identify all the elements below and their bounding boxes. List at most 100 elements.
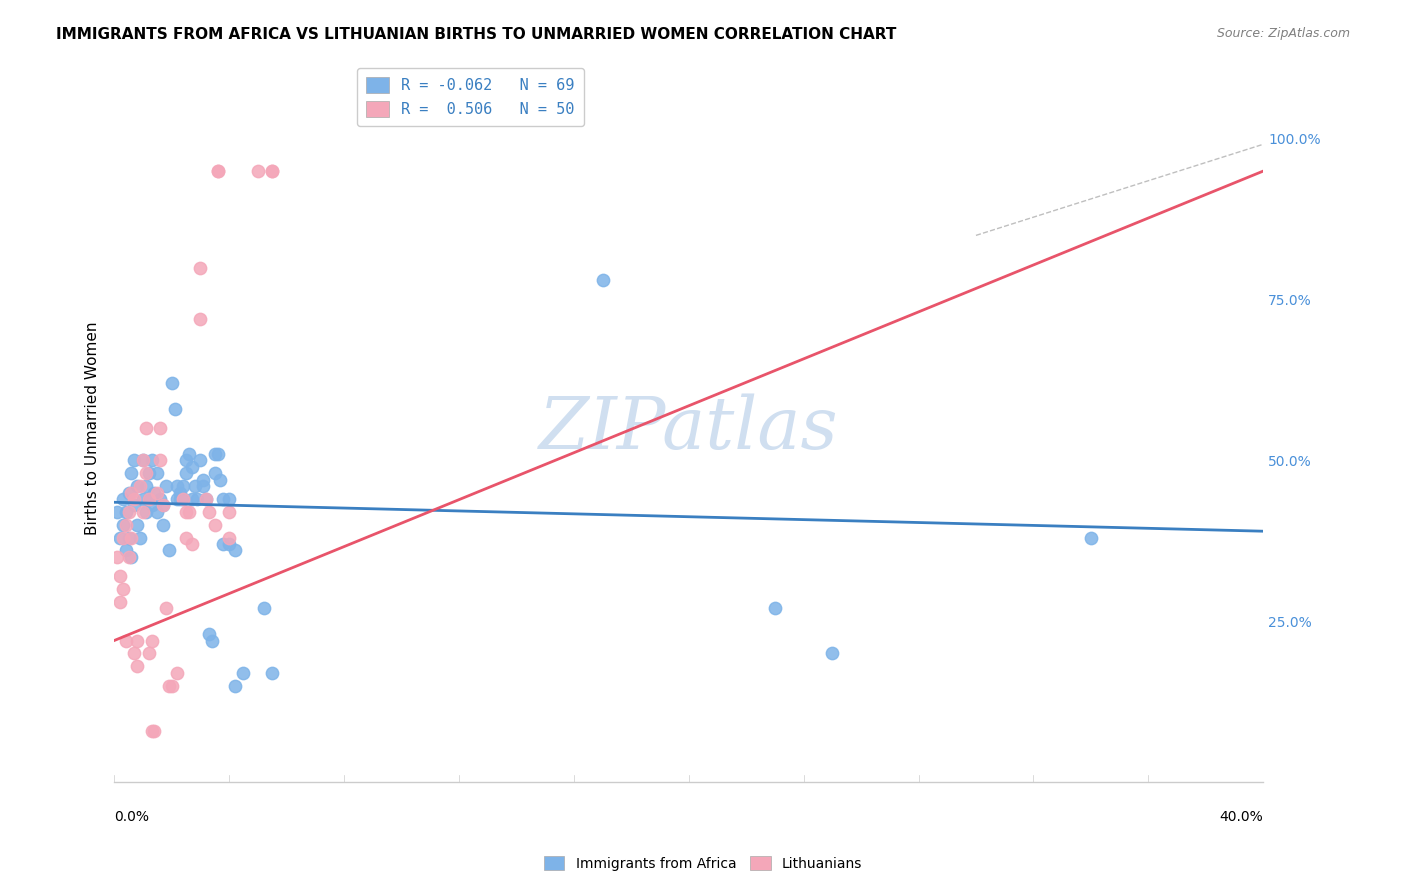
Point bbox=[224, 543, 246, 558]
Point bbox=[141, 453, 163, 467]
Text: 40.0%: 40.0% bbox=[1219, 810, 1263, 824]
Legend: R = -0.062   N = 69, R =  0.506   N = 50: R = -0.062 N = 69, R = 0.506 N = 50 bbox=[357, 68, 583, 126]
Point bbox=[132, 505, 155, 519]
Point bbox=[108, 595, 131, 609]
Point bbox=[193, 479, 215, 493]
Point bbox=[186, 491, 208, 506]
Point bbox=[212, 491, 235, 506]
Point bbox=[135, 421, 157, 435]
Point bbox=[152, 499, 174, 513]
Point bbox=[155, 479, 177, 493]
Point bbox=[207, 164, 229, 178]
Point bbox=[193, 473, 215, 487]
Point bbox=[180, 459, 202, 474]
Point bbox=[157, 543, 180, 558]
Y-axis label: Births to Unmarried Women: Births to Unmarried Women bbox=[86, 321, 100, 535]
Point bbox=[135, 467, 157, 481]
Point bbox=[132, 453, 155, 467]
Point bbox=[160, 679, 183, 693]
Point bbox=[177, 505, 200, 519]
Point bbox=[132, 491, 155, 506]
Point bbox=[124, 499, 146, 513]
Point bbox=[195, 491, 218, 506]
Point bbox=[174, 453, 197, 467]
Point bbox=[252, 601, 274, 615]
Point bbox=[204, 467, 226, 481]
Point bbox=[155, 601, 177, 615]
Point bbox=[172, 491, 194, 506]
Point bbox=[204, 447, 226, 461]
Point bbox=[138, 647, 160, 661]
Point bbox=[166, 665, 188, 680]
Point bbox=[117, 531, 139, 545]
Text: ZIPatlas: ZIPatlas bbox=[538, 393, 838, 464]
Point bbox=[127, 479, 149, 493]
Point bbox=[212, 537, 235, 551]
Point bbox=[143, 485, 166, 500]
Point bbox=[218, 491, 240, 506]
Text: 0.0%: 0.0% bbox=[114, 810, 149, 824]
Point bbox=[120, 467, 142, 481]
Point bbox=[149, 421, 172, 435]
Point bbox=[262, 164, 284, 178]
Point bbox=[172, 479, 194, 493]
Point bbox=[166, 479, 188, 493]
Point bbox=[157, 679, 180, 693]
Point bbox=[143, 723, 166, 738]
Point bbox=[114, 505, 136, 519]
Point bbox=[763, 601, 786, 615]
Point bbox=[117, 505, 139, 519]
Point bbox=[174, 505, 197, 519]
Point bbox=[114, 517, 136, 532]
Point bbox=[172, 491, 194, 506]
Point bbox=[198, 505, 221, 519]
Point bbox=[127, 633, 149, 648]
Point bbox=[183, 479, 205, 493]
Point bbox=[204, 517, 226, 532]
Point bbox=[821, 647, 844, 661]
Point bbox=[190, 312, 212, 326]
Point bbox=[262, 164, 284, 178]
Point bbox=[141, 499, 163, 513]
Point bbox=[246, 164, 269, 178]
Point bbox=[166, 491, 188, 506]
Point bbox=[592, 273, 614, 287]
Point bbox=[149, 491, 172, 506]
Point bbox=[195, 491, 218, 506]
Point bbox=[117, 485, 139, 500]
Point bbox=[120, 549, 142, 564]
Point bbox=[141, 723, 163, 738]
Point bbox=[129, 531, 152, 545]
Point bbox=[146, 485, 169, 500]
Point bbox=[127, 659, 149, 673]
Point bbox=[180, 537, 202, 551]
Point bbox=[114, 633, 136, 648]
Point bbox=[146, 505, 169, 519]
Point bbox=[232, 665, 254, 680]
Point bbox=[111, 582, 134, 596]
Point bbox=[105, 549, 128, 564]
Point bbox=[124, 491, 146, 506]
Point bbox=[132, 453, 155, 467]
Point bbox=[135, 505, 157, 519]
Point bbox=[198, 627, 221, 641]
Point bbox=[138, 491, 160, 506]
Point bbox=[209, 473, 232, 487]
Point bbox=[174, 531, 197, 545]
Point bbox=[141, 633, 163, 648]
Point bbox=[218, 531, 240, 545]
Point bbox=[149, 453, 172, 467]
Legend: Immigrants from Africa, Lithuanians: Immigrants from Africa, Lithuanians bbox=[538, 850, 868, 876]
Point bbox=[111, 531, 134, 545]
Point bbox=[138, 491, 160, 506]
Point bbox=[152, 517, 174, 532]
Point bbox=[146, 467, 169, 481]
Point bbox=[117, 549, 139, 564]
Point bbox=[120, 485, 142, 500]
Point bbox=[152, 499, 174, 513]
Point bbox=[124, 647, 146, 661]
Point bbox=[218, 505, 240, 519]
Text: IMMIGRANTS FROM AFRICA VS LITHUANIAN BIRTHS TO UNMARRIED WOMEN CORRELATION CHART: IMMIGRANTS FROM AFRICA VS LITHUANIAN BIR… bbox=[56, 27, 897, 42]
Point bbox=[127, 517, 149, 532]
Point bbox=[163, 402, 186, 417]
